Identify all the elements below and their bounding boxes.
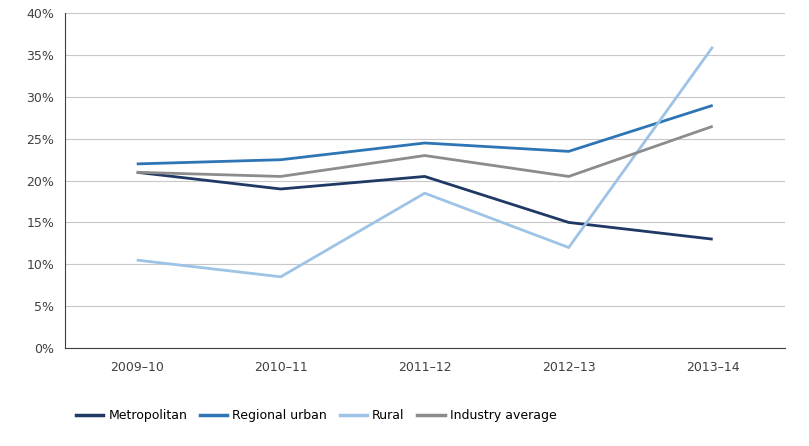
Legend: Metropolitan, Regional urban, Rural, Industry average: Metropolitan, Regional urban, Rural, Ind…: [71, 405, 561, 427]
